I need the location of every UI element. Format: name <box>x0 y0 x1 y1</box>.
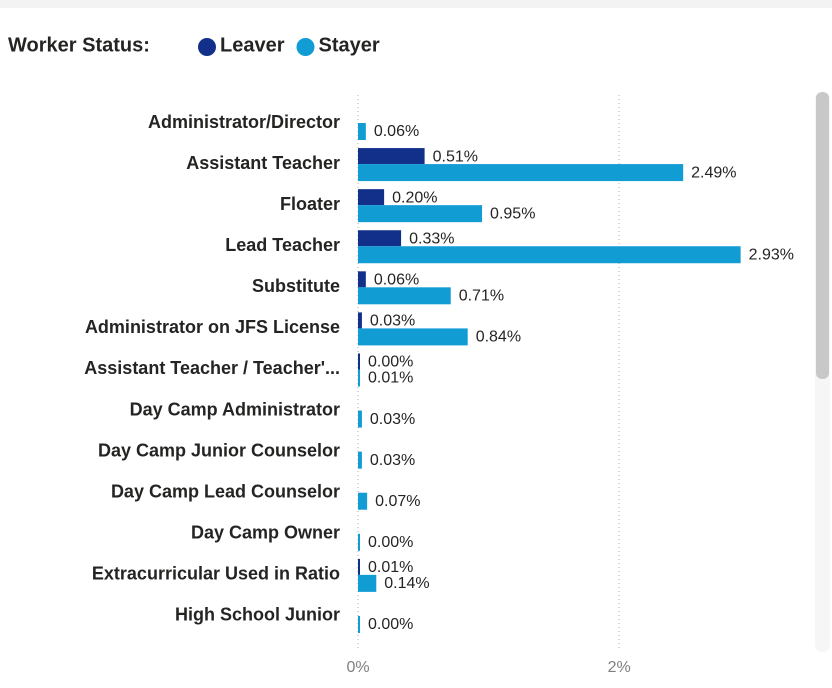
legend-label: Stayer <box>319 34 380 56</box>
category-label: Day Camp Lead Counselor <box>111 481 340 501</box>
legend-swatch <box>296 38 315 56</box>
category-label: Substitute <box>252 276 340 296</box>
value-label: 0.20% <box>392 189 437 206</box>
bar <box>358 328 468 346</box>
bar <box>358 492 368 510</box>
bar <box>358 533 360 551</box>
value-label: 0.03% <box>370 411 415 428</box>
bar <box>358 312 362 329</box>
legend-swatch <box>198 38 216 56</box>
category-label: High School Junior <box>175 605 340 625</box>
value-label: 0.14% <box>384 575 429 592</box>
value-label: 0.06% <box>374 123 419 140</box>
bar <box>358 148 425 165</box>
value-label: 2.93% <box>749 246 794 263</box>
category-label: Assistant Teacher / Teacher'... <box>84 358 340 378</box>
category-label: Day Camp Administrator <box>130 399 340 419</box>
value-label: 0.84% <box>476 329 521 346</box>
bar <box>358 164 684 182</box>
value-label: 0.00% <box>368 534 413 551</box>
value-label: 0.03% <box>370 313 415 330</box>
value-label: 0.07% <box>375 493 420 510</box>
scrollbar-thumb[interactable] <box>816 92 829 379</box>
bar <box>358 410 362 428</box>
bar <box>358 271 366 288</box>
bar <box>358 451 362 469</box>
bar <box>358 369 360 387</box>
bar <box>358 189 385 206</box>
category-label: Lead Teacher <box>225 235 340 255</box>
value-label: 0.51% <box>433 148 478 165</box>
legend-label: Leaver <box>220 34 285 56</box>
top-bar <box>0 0 832 8</box>
value-label: 0.71% <box>459 288 504 305</box>
category-label: Floater <box>280 194 340 214</box>
value-label: 0.95% <box>490 205 535 222</box>
x-tick-label: 0% <box>346 659 369 676</box>
bar <box>358 246 741 264</box>
value-label: 2.49% <box>691 164 736 181</box>
bar <box>358 287 451 305</box>
category-label: Administrator/Director <box>148 112 340 132</box>
bar <box>358 615 360 633</box>
legend-title: Worker Status: <box>8 34 150 56</box>
bar <box>358 205 483 223</box>
bar <box>358 123 366 140</box>
bar <box>358 574 377 592</box>
category-label: Administrator on JFS License <box>85 317 340 337</box>
category-label: Day Camp Owner <box>191 523 340 543</box>
x-tick-label: 2% <box>608 659 631 676</box>
value-label: 0.06% <box>374 272 419 289</box>
value-label: 0.01% <box>368 370 413 387</box>
value-label: 0.01% <box>368 559 413 576</box>
value-label: 0.00% <box>368 354 413 371</box>
bar <box>358 353 360 370</box>
category-label: Day Camp Junior Counselor <box>98 440 340 460</box>
bar <box>358 558 360 575</box>
value-label: 0.03% <box>370 452 415 469</box>
bar <box>358 230 402 247</box>
value-label: 0.00% <box>368 616 413 633</box>
value-label: 0.33% <box>409 230 454 247</box>
category-label: Extracurricular Used in Ratio <box>92 564 340 584</box>
category-label: Assistant Teacher <box>186 153 340 173</box>
